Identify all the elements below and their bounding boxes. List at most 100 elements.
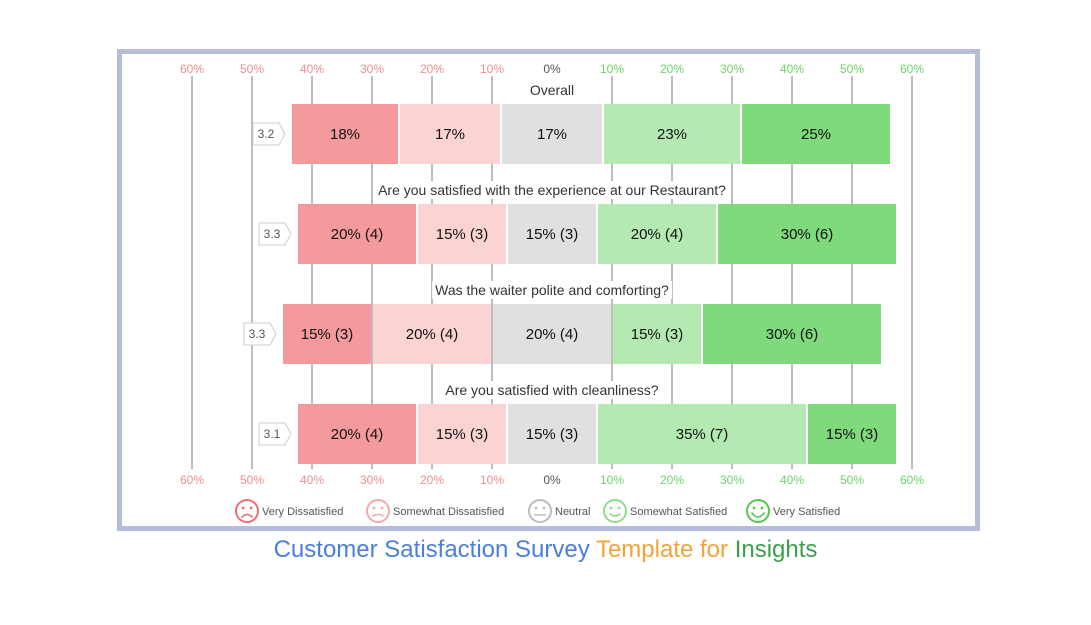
bar-q3-1	[418, 404, 506, 464]
bar-q3-2	[508, 404, 596, 464]
axis-tick-top-12: 60%	[900, 62, 924, 76]
bar-q0-4	[742, 104, 890, 164]
bar-q2-2	[493, 304, 611, 364]
score-tag-3	[258, 422, 292, 446]
bar-label-q2-1: 20% (4)	[406, 326, 459, 343]
question-title-bg-0	[526, 81, 578, 99]
bar-q3-0	[298, 404, 416, 464]
legend-face-eye-r-1	[380, 506, 384, 510]
question-title-1: Are you satisfied with the experience at…	[378, 182, 726, 198]
axis-tick-top-6: 0%	[543, 62, 561, 76]
legend-face-eye-l-2	[534, 506, 538, 510]
bar-q2-1	[373, 304, 491, 364]
diverging-likert-chart: 60% 60% 50% 50% 40% 40% 30% 30% 20% 20% 10% 10% 0% 0%…	[180, 62, 924, 523]
legend-face-icon-1	[366, 499, 390, 523]
legend-face-eye-r-3	[617, 506, 621, 510]
bar-q1-2	[508, 204, 596, 264]
legend-face-mouth-3	[609, 513, 621, 517]
bar-label-q2-2: 20% (4)	[526, 326, 579, 343]
axis-tick-bottom-12: 60%	[900, 473, 924, 487]
bar-q2-3	[613, 304, 701, 364]
question-title-3: Are you satisfied with cleanliness?	[445, 382, 658, 398]
axis-tick-top-2: 40%	[300, 62, 324, 76]
bar-q2-4	[703, 304, 881, 364]
score-label-2: 3.3	[249, 327, 266, 341]
bar-q2-0	[283, 304, 371, 364]
bar-label-q3-3: 35% (7)	[676, 426, 729, 443]
caption-part-3: Insights	[734, 536, 818, 563]
bar-q0-0	[292, 104, 398, 164]
bar-label-q1-2: 15% (3)	[526, 226, 579, 243]
legend-face-icon-2	[528, 499, 552, 523]
score-tag-0	[252, 122, 286, 146]
axis-tick-top-8: 20%	[660, 62, 684, 76]
legend-label-2: Neutral	[555, 506, 590, 518]
legend-label-4: Very Satisfied	[773, 506, 840, 518]
legend-face-eye-l-1	[372, 506, 376, 510]
axis-tick-bottom-10: 40%	[780, 473, 804, 487]
legend-face-eye-r-0	[249, 506, 253, 510]
score-label-0: 3.2	[258, 127, 275, 141]
legend-label-1: Somewhat Dissatisfied	[393, 506, 504, 518]
score-label-1: 3.3	[264, 227, 281, 241]
bar-q1-4	[718, 204, 896, 264]
legend-face-eye-l-0	[241, 506, 245, 510]
score-tag-1	[258, 222, 292, 246]
axis-tick-bottom-6: 0%	[543, 473, 561, 487]
axis-tick-top-5: 10%	[480, 62, 504, 76]
axis-tick-bottom-11: 50%	[840, 473, 864, 487]
bar-label-q0-4: 25%	[801, 126, 831, 143]
bar-label-q3-0: 20% (4)	[331, 426, 384, 443]
axis-tick-top-4: 20%	[420, 62, 444, 76]
bar-label-q1-1: 15% (3)	[436, 226, 489, 243]
axis-tick-bottom-3: 30%	[360, 473, 384, 487]
bar-q1-0	[298, 204, 416, 264]
question-title-bg-2	[432, 281, 673, 299]
bar-label-q2-0: 15% (3)	[301, 326, 354, 343]
axis-tick-bottom-0: 60%	[180, 473, 204, 487]
axis-tick-top-9: 30%	[720, 62, 744, 76]
legend-label-3: Somewhat Satisfied	[630, 506, 727, 518]
bar-label-q0-2: 17%	[537, 126, 567, 143]
bar-q0-3	[604, 104, 740, 164]
legend-face-eye-l-4	[752, 506, 756, 510]
legend-face-mouth-1	[372, 513, 384, 517]
legend-face-mouth-4	[751, 512, 765, 518]
bar-label-q3-2: 15% (3)	[526, 426, 579, 443]
bar-q1-3	[598, 204, 716, 264]
axis-tick-bottom-5: 10%	[480, 473, 504, 487]
question-title-bg-3	[442, 381, 662, 399]
axis-tick-bottom-2: 40%	[300, 473, 324, 487]
legend-face-eye-r-4	[760, 506, 764, 510]
legend-face-mouth-0	[241, 513, 253, 518]
score-tag-2	[243, 322, 277, 346]
chart-frame: 60% 60% 50% 50% 40% 40% 30% 30% 20% 20% 10% 10% 0% 0%…	[117, 49, 980, 531]
question-title-0: Overall	[530, 82, 574, 98]
axis-tick-bottom-4: 20%	[420, 473, 444, 487]
legend-face-eye-r-2	[542, 506, 546, 510]
caption: Customer Satisfaction Survey Template fo…	[0, 536, 1091, 564]
bar-label-q3-1: 15% (3)	[436, 426, 489, 443]
bar-q1-1	[418, 204, 506, 264]
legend-face-icon-4	[746, 499, 770, 523]
axis-tick-bottom-9: 30%	[720, 473, 744, 487]
axis-tick-bottom-8: 20%	[660, 473, 684, 487]
bar-q3-3	[598, 404, 806, 464]
score-label-3: 3.1	[264, 427, 281, 441]
axis-tick-top-11: 50%	[840, 62, 864, 76]
bar-q0-1	[400, 104, 500, 164]
axis-tick-top-7: 10%	[600, 62, 624, 76]
axis-tick-top-0: 60%	[180, 62, 204, 76]
axis-tick-top-3: 30%	[360, 62, 384, 76]
bar-label-q2-4: 30% (6)	[766, 326, 819, 343]
bar-q0-2	[502, 104, 602, 164]
legend-face-icon-3	[603, 499, 627, 523]
caption-part-1: Customer Satisfaction Survey	[273, 536, 590, 563]
question-title-2: Was the waiter polite and comforting?	[435, 282, 669, 298]
axis-tick-top-1: 50%	[240, 62, 264, 76]
legend-face-eye-l-3	[609, 506, 613, 510]
bar-label-q1-4: 30% (6)	[781, 226, 834, 243]
bar-label-q0-3: 23%	[657, 126, 687, 143]
caption-part-2: Template for	[595, 536, 729, 563]
axis-tick-bottom-1: 50%	[240, 473, 264, 487]
